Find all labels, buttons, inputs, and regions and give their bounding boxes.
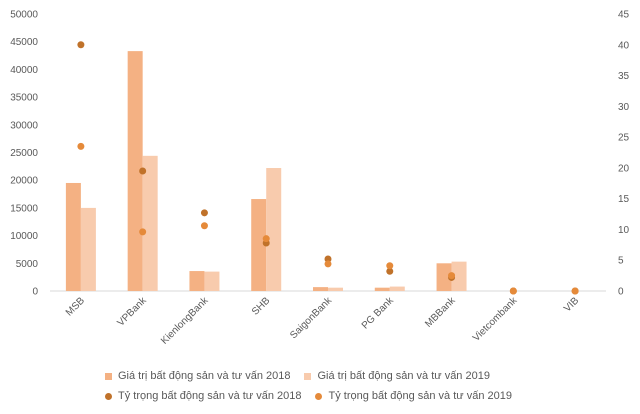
y-axis-left: 0 5000 10000 15000 20000 25000 30000 35000 40000… [10, 10, 38, 298]
y-tick-right: 45 [618, 10, 630, 21]
dot-2018-vpbank [139, 167, 147, 175]
y-tick-right: 0 [618, 287, 624, 298]
y-tick-left: 50000 [10, 10, 38, 21]
y-tick-right: 5 [618, 256, 624, 267]
y-tick-left: 35000 [10, 93, 38, 104]
category-label: Vietcombank [471, 295, 520, 344]
y-axis-right: 0 5 10 15 20 25 30 35 40 45 [618, 10, 630, 298]
legend-swatch-dot-2019 [315, 392, 323, 400]
category-label: VIB [562, 295, 581, 314]
bar-2019-pg-bank [389, 286, 405, 291]
y-tick-right: 35 [618, 71, 630, 82]
dot-2019-vpbank [139, 228, 147, 236]
legend-label-bar-2018: Giá trị bất động sản và tư vấn 2018 [118, 370, 291, 382]
legend-item-dot-2018: Tỷ trọng bất động sản và tư vấn 2018 [105, 390, 301, 402]
y-tick-right: 10 [618, 225, 630, 236]
bar-2019-saigonbank [328, 287, 343, 291]
legend-swatch-bar-2019 [304, 372, 312, 380]
dot-2018-pg-bank [386, 267, 394, 275]
dot-2018-saigonbank [324, 255, 332, 263]
y-tick-left: 40000 [10, 65, 38, 76]
dot-2019-shb [262, 235, 270, 243]
bar-2018-mbbank [436, 263, 452, 291]
bar-2018-msb [65, 182, 81, 291]
dot-2019-saigonbank [324, 260, 332, 268]
chart: 0 5000 10000 15000 20000 25000 30000 35000 40000… [10, 10, 630, 347]
category-label: SaigonBank [288, 295, 335, 342]
bar-2018-vpbank [127, 51, 143, 292]
bar-2019-mbbank [451, 261, 467, 291]
y-tick-left: 25000 [10, 148, 38, 159]
dot-2019-kienlongbank [200, 222, 208, 230]
bar-2018-pg-bank [374, 287, 390, 291]
y-tick-right: 40 [618, 40, 630, 51]
dot-2019-vib [571, 287, 579, 295]
dot-2018-kienlongbank [200, 209, 208, 217]
bar-2018-saigonbank [313, 287, 328, 291]
category-label: MSB [64, 295, 87, 318]
legend-item-dot-2019: Tỷ trọng bất động sản và tư vấn 2019 [315, 390, 512, 402]
category-labels: MSB VPBank KienlongBank SHB SaigonBank PG Ban… [64, 295, 582, 347]
bar-2019-vpbank [142, 155, 158, 291]
y-tick-right: 25 [618, 133, 630, 144]
y-tick-left: 0 [32, 287, 38, 298]
legend: Giá trị bất động sản và tư vấn 2018 Giá … [105, 366, 575, 406]
y-tick-left: 15000 [10, 203, 38, 214]
legend-swatch-dot-2018 [105, 392, 112, 400]
y-tick-left: 20000 [10, 176, 38, 187]
legend-row-1: Giá trị bất động sản và tư vấn 2018 Giá … [105, 366, 575, 386]
dot-2019-vietcombank [509, 287, 517, 295]
y-tick-right: 30 [618, 102, 630, 113]
dot-2019-msb [77, 142, 85, 150]
category-label: VPBank [115, 295, 149, 329]
legend-item-bar-2019: Giá trị bất động sản và tư vấn 2019 [304, 370, 490, 382]
y-tick-left: 30000 [10, 120, 38, 131]
legend-label-bar-2019: Giá trị bất động sản và tư vấn 2019 [317, 370, 490, 382]
y-tick-right: 20 [618, 163, 630, 174]
legend-label-dot-2019: Tỷ trọng bất động sản và tư vấn 2019 [328, 390, 512, 402]
legend-label-dot-2018: Tỷ trọng bất động sản và tư vấn 2018 [118, 390, 302, 402]
category-label: SHB [250, 295, 273, 318]
bars [65, 51, 467, 292]
dot-2019-pg-bank [386, 262, 394, 270]
category-label: MBBank [423, 295, 458, 330]
category-label: PG Bank [360, 295, 397, 332]
dots [77, 41, 579, 295]
category-label: KienlongBank [159, 295, 211, 347]
y-tick-left: 45000 [10, 37, 38, 48]
y-tick-left: 10000 [10, 231, 38, 242]
bar-2018-kienlongbank [189, 271, 205, 291]
bar-2019-shb [266, 168, 282, 291]
legend-item-bar-2018: Giá trị bất động sản và tư vấn 2018 [105, 370, 290, 382]
y-tick-right: 15 [618, 194, 630, 205]
dot-2019-mbbank [448, 272, 456, 280]
bar-2018-shb [251, 199, 267, 291]
dot-2018-msb [77, 41, 85, 49]
legend-swatch-bar-2018 [105, 372, 112, 380]
y-tick-left: 5000 [16, 259, 39, 270]
bar-2019-kienlongbank [204, 271, 220, 291]
bar-2019-msb [80, 207, 96, 291]
legend-row-2: Tỷ trọng bất động sản và tư vấn 2018 Tỷ … [105, 386, 575, 406]
